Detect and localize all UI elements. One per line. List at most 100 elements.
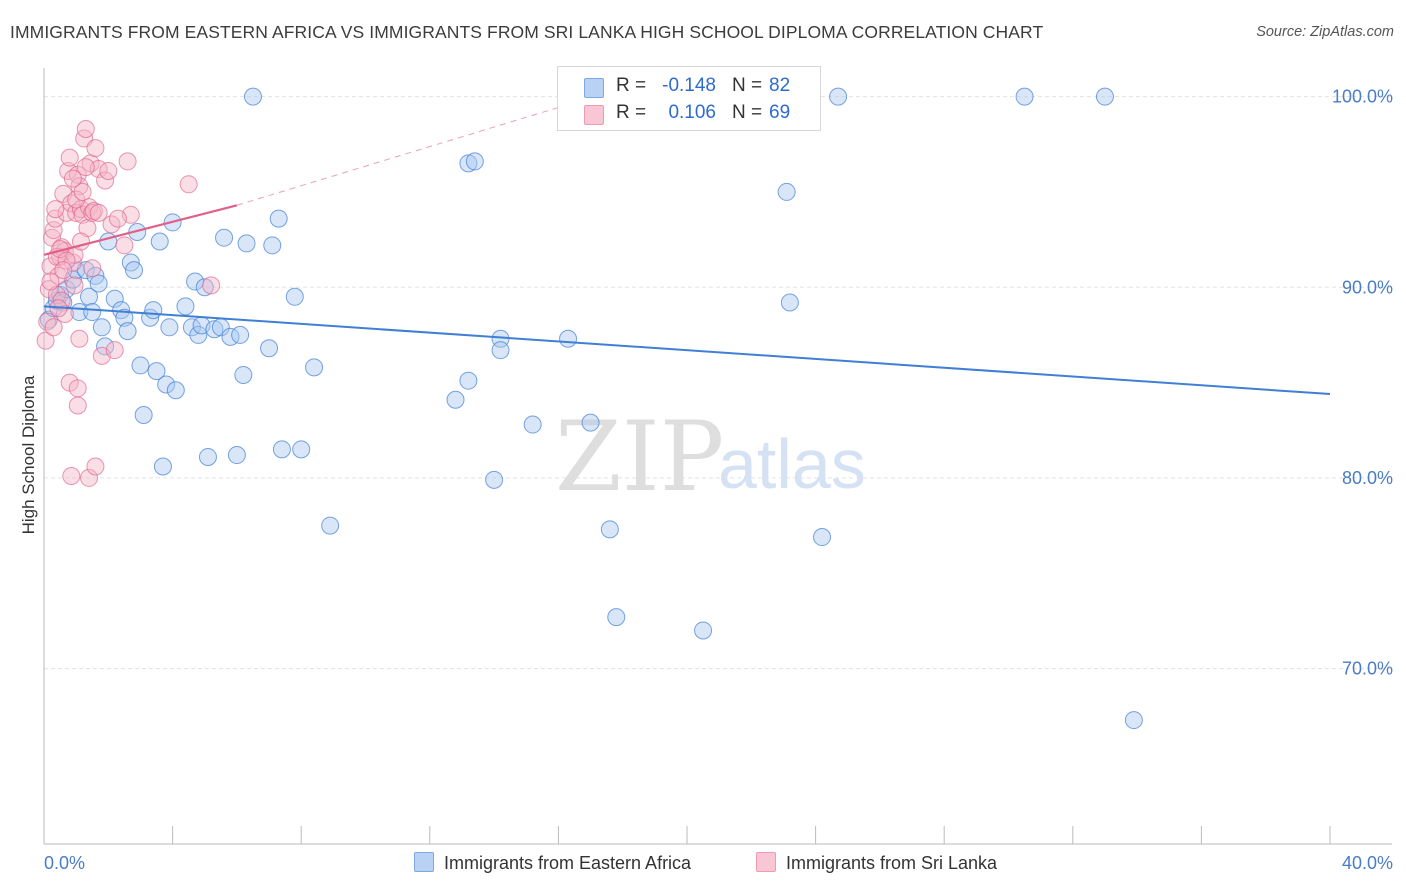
- data-point: [1015, 87, 1034, 106]
- watermark: ZIP atlas: [555, 401, 866, 513]
- bottom-legend-sri-lanka: Immigrants from Sri Lanka: [756, 852, 997, 874]
- watermark-atlas: atlas: [718, 425, 866, 503]
- legend-n-value: 69: [769, 102, 791, 123]
- data-point: [144, 301, 163, 320]
- data-point: [76, 120, 95, 139]
- legend-row-sri-lanka: R = 0.106 N = 69: [558, 102, 820, 128]
- data-point: [118, 152, 137, 171]
- data-point: [829, 87, 848, 106]
- data-point: [125, 261, 144, 280]
- data-point: [131, 356, 150, 375]
- data-point: [46, 209, 65, 228]
- data-point: [54, 261, 73, 280]
- data-point: [189, 325, 208, 344]
- data-point: [115, 236, 134, 255]
- data-point: [607, 608, 626, 627]
- legend-r-label: R =: [616, 102, 647, 123]
- data-point: [153, 457, 172, 476]
- data-point: [96, 337, 115, 356]
- bottom-legend-eastern-africa: Immigrants from Eastern Africa: [414, 852, 691, 874]
- correlation-legend: R = -0.148 N = 82 R = 0.106 N = 69: [557, 66, 821, 131]
- data-point: [1124, 711, 1143, 730]
- data-point: [600, 520, 619, 539]
- data-point: [160, 318, 179, 337]
- trend-line-eastern-africa: [43, 305, 1331, 396]
- data-point: [70, 177, 89, 196]
- y-axis-label: High School Diploma: [19, 375, 38, 534]
- data-point: [205, 320, 224, 339]
- data-point: [321, 516, 340, 535]
- data-point: [89, 203, 108, 222]
- y-tick-label: 80.0%: [1342, 468, 1393, 488]
- data-point: [83, 259, 102, 278]
- data-point: [89, 274, 108, 293]
- data-point: [36, 331, 55, 350]
- y-tick-label: 90.0%: [1342, 277, 1393, 297]
- data-point: [195, 278, 214, 297]
- data-point: [272, 440, 291, 459]
- trend-line-sri-lanka: [43, 204, 238, 256]
- legend-n-label: N =: [732, 75, 763, 96]
- data-point: [41, 272, 60, 291]
- watermark-zip: ZIP: [555, 401, 724, 513]
- data-point: [80, 468, 99, 487]
- data-point: [491, 341, 510, 360]
- data-point: [80, 287, 99, 306]
- data-point: [234, 365, 253, 384]
- tick-labels: 70.0% 80.0% 90.0% 100.0% 0.0% 40.0%: [44, 87, 1393, 873]
- data-point: [99, 232, 118, 251]
- data-point: [215, 228, 234, 247]
- data-point: [694, 621, 713, 640]
- grid-lines: [44, 96, 1392, 670]
- data-point: [63, 169, 82, 188]
- legend-r-label: R =: [616, 75, 647, 96]
- data-point: [777, 182, 796, 201]
- data-point: [60, 148, 79, 167]
- data-point: [86, 457, 105, 476]
- bottom-legend-swatch-blue: [414, 852, 434, 872]
- legend-r-value: 0.106: [668, 102, 716, 123]
- data-point: [44, 318, 63, 337]
- data-point: [446, 390, 465, 409]
- data-point: [62, 467, 81, 486]
- y-tick-label: 100.0%: [1332, 87, 1393, 107]
- data-point: [176, 297, 195, 316]
- legend-n-label: N =: [732, 102, 763, 123]
- trend-line-sri-lanka-extension: [236, 92, 607, 206]
- y-tick-label: 70.0%: [1342, 659, 1393, 679]
- data-point: [96, 171, 115, 190]
- legend-row-eastern-africa: R = -0.148 N = 82: [558, 75, 820, 101]
- data-point: [465, 152, 484, 171]
- bottom-legend-label: Immigrants from Sri Lanka: [786, 853, 998, 873]
- axes: [43, 68, 1392, 845]
- data-point: [92, 318, 111, 337]
- data-point: [581, 413, 600, 432]
- data-point: [57, 251, 76, 270]
- data-point: [198, 447, 217, 466]
- data-point: [179, 175, 198, 194]
- data-point: [285, 287, 304, 306]
- data-point: [67, 190, 86, 209]
- data-point: [65, 276, 84, 295]
- data-point: [68, 396, 87, 415]
- x-tick-label: 0.0%: [44, 853, 85, 873]
- data-point: [459, 154, 478, 173]
- data-point: [485, 470, 504, 489]
- data-point: [523, 415, 542, 434]
- data-point: [46, 200, 65, 219]
- data-point: [243, 87, 262, 106]
- data-point: [813, 528, 832, 547]
- data-point: [202, 276, 221, 295]
- data-point: [99, 161, 118, 180]
- data-point: [269, 209, 288, 228]
- legend-swatch-pink: [584, 105, 604, 125]
- trend-lines: [43, 92, 1331, 396]
- data-point: [105, 289, 124, 308]
- data-point: [780, 293, 799, 312]
- data-point: [105, 341, 124, 360]
- data-point: [166, 381, 185, 400]
- data-point: [559, 329, 578, 348]
- data-point: [68, 379, 87, 398]
- data-point: [115, 308, 134, 327]
